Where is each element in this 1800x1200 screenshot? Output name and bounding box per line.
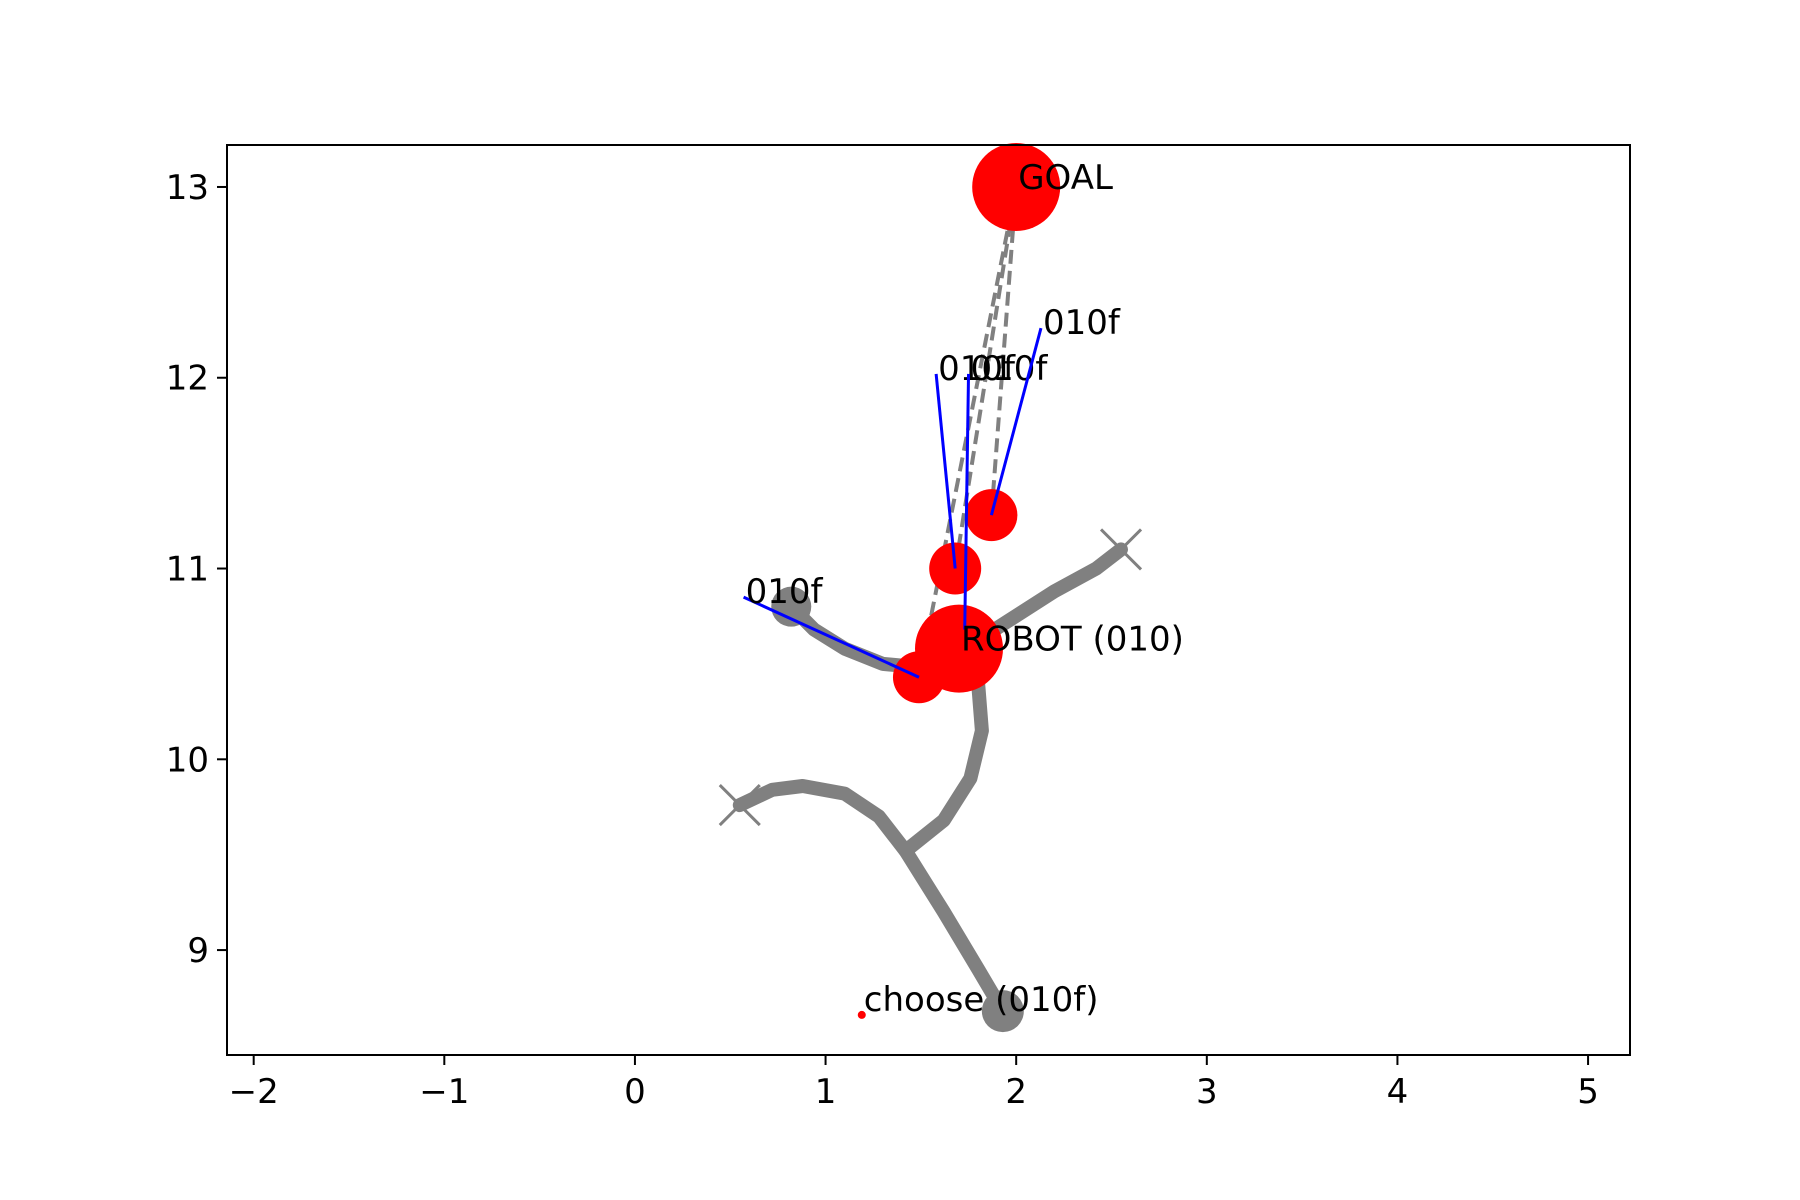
trajectory-end-dot-3 [771, 586, 812, 627]
heading-line-0 [742, 595, 920, 679]
heading-label-1: 010f [938, 349, 1016, 389]
agent-marker-0 [972, 142, 1061, 231]
annotation-dot-0 [857, 1010, 866, 1019]
x-tick-label-1: −1 [419, 1072, 469, 1112]
agent-label-0: GOAL [1018, 158, 1113, 198]
x-tick-label-5: 3 [1196, 1072, 1218, 1112]
plot-area-frame [226, 144, 1631, 1056]
heading-line-3 [989, 327, 1043, 516]
y-tick-label-4: 13 [166, 168, 209, 208]
heading-line-1 [934, 373, 957, 569]
x-axis: −2 −1 0 1 2 3 4 5 [229, 1055, 1599, 1112]
heading-label-2: 010f [971, 349, 1049, 389]
dashed-line-2 [989, 186, 1019, 516]
start-point [981, 990, 1024, 1033]
annotation-label-0: choose (010f) [864, 980, 1099, 1020]
heading-label-0: 010f [746, 572, 824, 612]
y-tick-label-3: 12 [166, 359, 209, 399]
x-tick-label-0: −2 [229, 1072, 279, 1112]
trajectory-end-cross-0-b [718, 784, 761, 827]
y-tick-label-1: 10 [166, 740, 209, 780]
x-tick-label-7: 5 [1577, 1072, 1599, 1112]
x-tick-label-3: 1 [815, 1072, 837, 1112]
heading-label-3: 010f [1043, 303, 1121, 343]
agent-label-1: ROBOT (010) [961, 620, 1184, 660]
y-axis: 9 10 11 12 13 [166, 168, 227, 971]
x-tick-label-6: 4 [1387, 1072, 1409, 1112]
trajectory-end-cross-2-b [1099, 528, 1143, 571]
x-tick-label-4: 2 [1005, 1072, 1027, 1112]
y-tick-label-2: 11 [166, 550, 209, 590]
trajectory-0 [732, 779, 1010, 1019]
x-tick-label-2: 0 [624, 1072, 646, 1112]
y-tick-label-0: 9 [187, 931, 209, 971]
heading-line-2 [963, 373, 971, 630]
